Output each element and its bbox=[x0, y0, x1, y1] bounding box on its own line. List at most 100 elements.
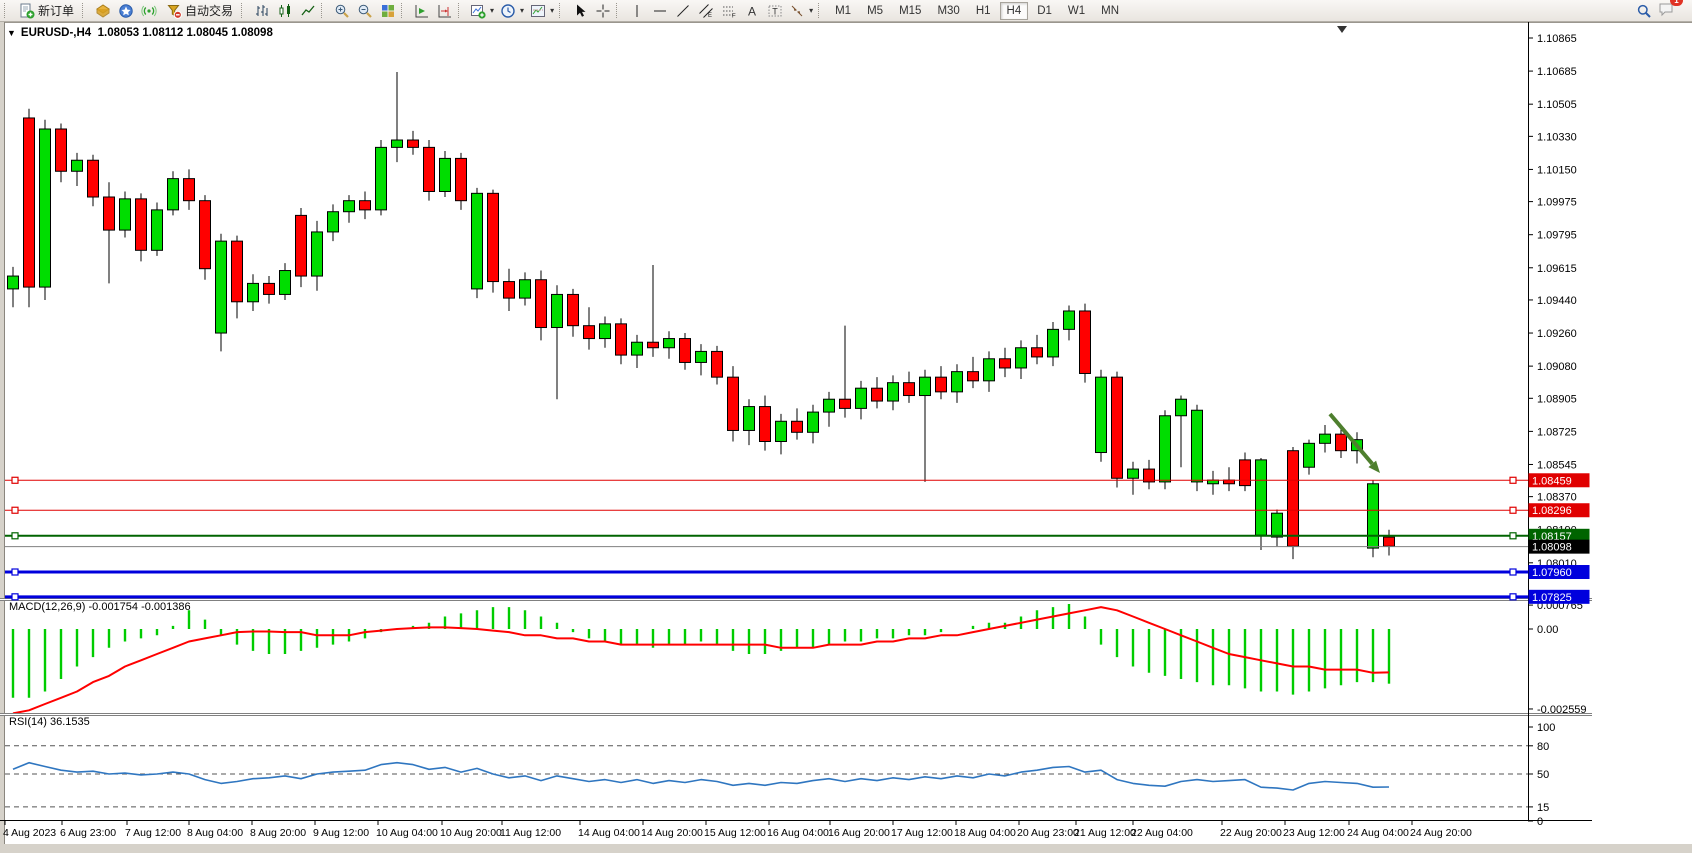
price-tag-label: 1.08459 bbox=[1532, 475, 1572, 487]
zoom-out-button[interactable] bbox=[353, 1, 376, 21]
chevron-down-icon: ▾ bbox=[520, 6, 525, 15]
search-button[interactable] bbox=[1632, 1, 1655, 21]
svg-text:E: E bbox=[708, 13, 712, 19]
trend-arrow[interactable] bbox=[1328, 412, 1380, 473]
rsi-pane bbox=[5, 745, 1528, 808]
time-tick-label: 24 Aug 04:00 bbox=[1347, 827, 1409, 839]
new-order-icon bbox=[20, 3, 35, 18]
timeframe-button-h4[interactable]: H4 bbox=[999, 1, 1029, 20]
chart-shift-button[interactable] bbox=[433, 1, 456, 21]
timeframe-group: M1 M5 M15 M30 H1 H4 D1 W1 MN bbox=[827, 1, 1127, 20]
navigator-button[interactable] bbox=[114, 1, 137, 21]
bear-candle bbox=[55, 128, 67, 172]
cursor-button[interactable] bbox=[568, 1, 591, 21]
timeframe-button-w1[interactable]: W1 bbox=[1061, 2, 1092, 20]
price-tick-label: 1.09440 bbox=[1537, 295, 1577, 307]
macd-indicator-label: MACD(12,26,9) -0.001754 -0.001386 bbox=[9, 601, 191, 613]
bear-candle bbox=[503, 281, 515, 299]
bull-candle bbox=[951, 371, 963, 393]
timeframe-button-d1[interactable]: D1 bbox=[1030, 2, 1059, 20]
line-handle bbox=[1509, 568, 1517, 576]
periods-icon bbox=[501, 3, 515, 18]
macd-pane bbox=[11, 604, 1391, 713]
time-tick-label: 7 Aug 12:00 bbox=[125, 827, 181, 839]
bear-candle bbox=[295, 214, 307, 277]
time-tick-label: 14 Aug 04:00 bbox=[578, 827, 640, 839]
timeframe-button-m1[interactable]: M1 bbox=[828, 2, 858, 20]
templates-icon bbox=[531, 4, 546, 17]
equidistant-channel-button[interactable]: E bbox=[694, 1, 717, 21]
horizontal-line-button[interactable] bbox=[648, 1, 671, 21]
bull-candle bbox=[391, 139, 403, 148]
time-tick-label: 18 Aug 04:00 bbox=[954, 827, 1016, 839]
bull-candle bbox=[855, 387, 867, 409]
collapse-triangle-icon[interactable]: ▼ bbox=[7, 28, 16, 38]
alerts-button[interactable] bbox=[137, 1, 160, 21]
line-chart-button[interactable] bbox=[296, 1, 319, 21]
bear-candle bbox=[135, 198, 147, 251]
bar-chart-button[interactable] bbox=[250, 1, 273, 21]
chart-area[interactable]: 1.10865 1.10685 1.10505 1.10330 1.10150 1.099… bbox=[0, 22, 1692, 853]
line-handle bbox=[11, 568, 19, 576]
timeframe-button-mn[interactable]: MN bbox=[1094, 2, 1126, 20]
candlestick-chart-button[interactable] bbox=[273, 1, 296, 21]
autotrading-button[interactable]: 自动交易 bbox=[160, 1, 239, 21]
bull-candle bbox=[1255, 459, 1267, 536]
rsi-scale: 100 80 50 15 0 bbox=[1528, 722, 1555, 828]
bear-candle bbox=[727, 376, 739, 431]
text-label-button[interactable]: T bbox=[763, 1, 786, 21]
auto-scroll-icon bbox=[415, 4, 428, 17]
rsi-indicator-label: RSI(14) 36.1535 bbox=[9, 716, 90, 728]
notification-badge: 1 bbox=[1670, 0, 1683, 6]
bull-candle bbox=[983, 358, 995, 382]
bull-candle bbox=[1095, 376, 1107, 454]
bear-candle bbox=[615, 323, 627, 356]
price-tag bbox=[1528, 473, 1590, 488]
new-chart-icon bbox=[471, 4, 486, 19]
alerts-icon bbox=[140, 5, 157, 16]
periods-button[interactable]: ▾ bbox=[497, 1, 527, 21]
bear-candle bbox=[791, 420, 803, 433]
vertical-line-button[interactable] bbox=[625, 1, 648, 21]
tile-windows-button[interactable] bbox=[376, 1, 399, 21]
cursor-icon bbox=[576, 4, 586, 17]
timeframe-button-h1[interactable]: H1 bbox=[969, 2, 998, 20]
time-tick-label: 4 Aug 2023 bbox=[3, 827, 56, 839]
time-tick-label: 15 Aug 12:00 bbox=[704, 827, 766, 839]
price-tag-label: 1.07825 bbox=[1532, 592, 1572, 604]
time-tick-label: 11 Aug 12:00 bbox=[500, 827, 561, 839]
chart-shift-marker[interactable] bbox=[1337, 26, 1347, 33]
arrows-icon bbox=[791, 5, 803, 16]
templates-button[interactable]: ▾ bbox=[527, 1, 557, 21]
market-watch-button[interactable] bbox=[91, 1, 114, 21]
arrows-button[interactable]: ▾ bbox=[786, 1, 816, 21]
bear-candle bbox=[231, 240, 243, 303]
timeframe-button-m30[interactable]: M30 bbox=[930, 2, 966, 20]
trendline-icon bbox=[676, 4, 689, 17]
fibonacci-button[interactable]: F bbox=[717, 1, 740, 21]
text-button[interactable]: A bbox=[740, 1, 763, 21]
time-tick-label: 10 Aug 04:00 bbox=[376, 827, 438, 839]
zoom-in-button[interactable] bbox=[330, 1, 353, 21]
new-chart-button[interactable]: ▾ bbox=[467, 1, 497, 21]
chat-button[interactable]: 1 bbox=[1655, 0, 1683, 22]
bear-candle bbox=[935, 376, 947, 393]
trendline-button[interactable] bbox=[671, 1, 694, 21]
zoom-out-icon bbox=[358, 4, 372, 18]
auto-scroll-button[interactable] bbox=[410, 1, 433, 21]
vertical-line-icon bbox=[636, 4, 638, 17]
time-axis[interactable]: 4 Aug 2023 6 Aug 23:00 7 Aug 12:00 8 Aug 04… bbox=[3, 820, 1472, 839]
bull-candle bbox=[375, 146, 387, 211]
new-order-button[interactable]: 新订单 bbox=[13, 1, 80, 21]
tile-windows-icon bbox=[381, 4, 394, 17]
bull-candle bbox=[71, 159, 83, 172]
horizontal-lines[interactable]: 1.084591.082961.081571.079601.078251.080… bbox=[5, 473, 1590, 604]
toolbar-grip bbox=[559, 3, 564, 18]
crosshair-button[interactable] bbox=[591, 1, 614, 21]
bear-candle bbox=[759, 406, 771, 442]
bear-candle bbox=[903, 382, 915, 397]
timeframe-button-m15[interactable]: M15 bbox=[892, 2, 928, 20]
timeframe-button-m5[interactable]: M5 bbox=[860, 2, 890, 20]
bear-candle bbox=[1287, 450, 1299, 547]
time-tick-label: 24 Aug 20:00 bbox=[1410, 827, 1472, 839]
